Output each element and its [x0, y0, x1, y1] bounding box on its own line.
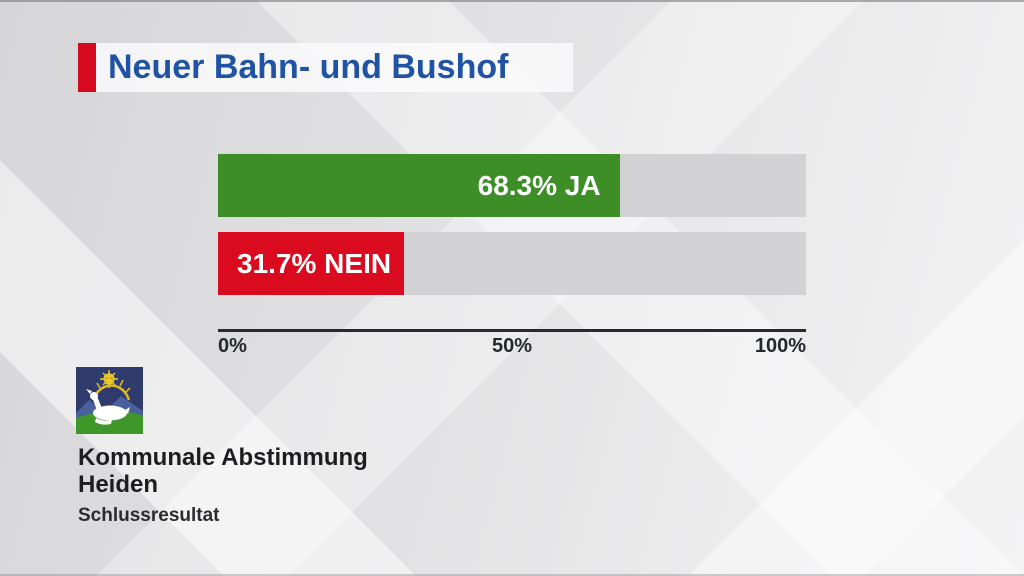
footer-title: Kommunale Abstimmung Heiden: [78, 444, 368, 498]
tick-label-50: 50%: [491, 335, 533, 357]
footer-title-line2: Heiden: [78, 471, 159, 498]
title-strip: [78, 43, 573, 92]
bar-fill-ja: 68.3% JA: [218, 154, 620, 217]
bar-label-nein: 31.7% NEIN: [237, 247, 392, 279]
bar-row-ja: 68.3% JA: [218, 154, 806, 217]
bar-row-nein: 31.7% NEIN: [218, 232, 806, 295]
page-title: Neuer Bahn- und Bushof: [108, 48, 509, 86]
tick-label-100: 100%: [754, 335, 806, 357]
title-accent-bar: [78, 43, 96, 92]
bottom-edge-line: [0, 574, 1024, 576]
bar-fill-nein: 31.7% NEIN: [218, 232, 405, 295]
tick-label-0: 0%: [218, 335, 247, 357]
top-edge-line: [0, 0, 1024, 2]
footer-subtitle: Schlussresultat: [78, 505, 220, 526]
x-axis-ticks: 0% 50% 100%: [218, 335, 806, 359]
heiden-coat-of-arms-icon: [76, 367, 143, 434]
x-axis-line: [218, 329, 806, 332]
bar-label-ja: 68.3% JA: [477, 169, 601, 201]
footer-title-line1: Kommunale Abstimmung: [78, 444, 368, 471]
